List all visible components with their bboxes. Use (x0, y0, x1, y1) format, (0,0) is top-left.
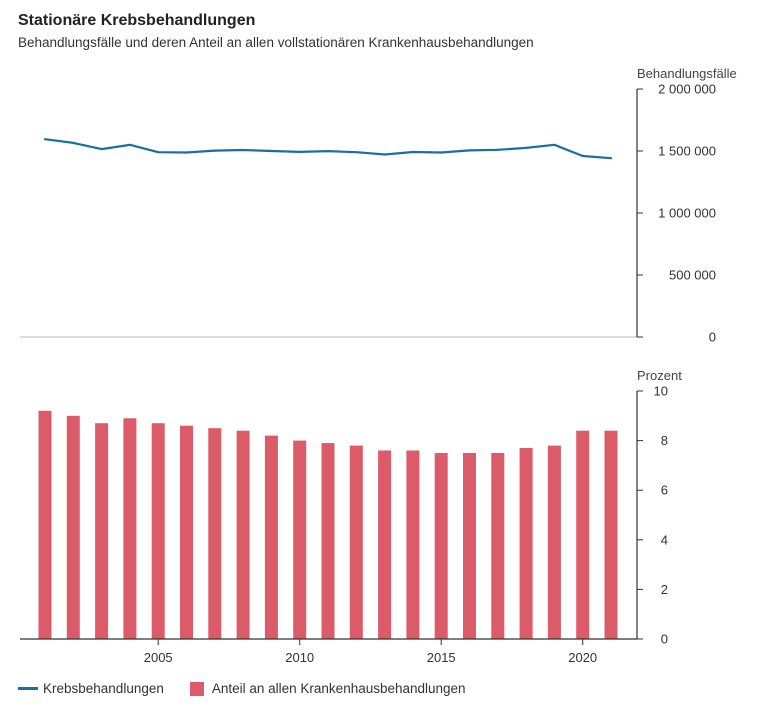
top-y-tick-label: 2 000 000 (658, 82, 716, 97)
x-tick-label: 2015 (427, 650, 456, 665)
bar-2020 (576, 430, 590, 639)
bar-2009 (264, 435, 278, 639)
line-point (43, 138, 47, 141)
top-y-tick-label: 1 500 000 (658, 144, 716, 159)
bottom-y-tick-label: 6 (661, 483, 668, 498)
bar-2008 (236, 430, 250, 639)
bar-2014 (406, 450, 420, 639)
line-point (383, 153, 386, 156)
legend-line-swatch (18, 687, 38, 690)
bottom-y-tick-label: 2 (661, 582, 668, 597)
bar-2001 (38, 410, 52, 639)
line-point (355, 151, 358, 154)
x-tick-label: 2010 (285, 650, 314, 665)
legend-item-bar: Anteil an allen Krankenhausbehandlungen (189, 681, 466, 696)
line-point (213, 149, 216, 152)
legend-line-label: Krebsbehandlungen (43, 681, 164, 696)
top-y-axis-title: Behandlungsfälle (637, 66, 737, 81)
line-point (440, 151, 443, 154)
top-y-tick-label: 0 (709, 330, 716, 345)
legend: Krebsbehandlungen Anteil an allen Kranke… (18, 681, 492, 696)
line-point (468, 149, 471, 152)
chart-title: Stationäre Krebsbehandlungen (18, 12, 256, 29)
bottom-y-tick-label: 0 (661, 632, 668, 647)
chart-subtitle: Behandlungsfälle und deren Anteil an all… (18, 35, 534, 50)
line-point (326, 150, 330, 153)
bottom-y-tick-label: 10 (654, 384, 668, 399)
bottom-y-axis-title: Prozent (637, 368, 682, 383)
legend-bar-label: Anteil an allen Krankenhausbehandlungen (211, 681, 466, 696)
legend-item-line: Krebsbehandlungen (18, 681, 164, 696)
line-point (185, 151, 188, 154)
x-tick-label: 2005 (144, 650, 173, 665)
bar-2019 (547, 445, 561, 639)
x-tick-label: 2020 (568, 650, 597, 665)
line-point (157, 151, 160, 154)
bar-2002 (66, 415, 80, 639)
bar-2012 (349, 445, 363, 639)
line-point (242, 148, 245, 152)
legend-bar-swatch (189, 681, 204, 696)
line-point (496, 148, 499, 151)
bar-2010 (293, 440, 307, 639)
bar-2004 (123, 418, 137, 639)
top-y-tick-label: 500 000 (669, 268, 716, 283)
line-point (609, 157, 613, 160)
line-chart-panel: 0 500 000 1 000 000 1 500 000 2 000 000Behan… (20, 66, 737, 345)
bar-2003 (95, 423, 109, 639)
bar-2011 (321, 443, 335, 639)
top-y-tick-label: 1 000 000 (658, 206, 716, 221)
bar-2013 (378, 450, 392, 639)
line-point (72, 141, 75, 145)
bar-2016 (463, 453, 476, 639)
line-point (411, 150, 414, 154)
line-point (581, 154, 584, 158)
bar-2018 (519, 448, 533, 639)
line-point (553, 143, 556, 146)
line-point (298, 150, 301, 153)
bottom-y-tick-label: 8 (661, 433, 668, 448)
line-point (525, 146, 528, 149)
line-point (100, 148, 103, 151)
bar-2017 (491, 453, 505, 639)
line-point (128, 143, 131, 146)
bar-2006 (180, 425, 193, 639)
bar-2021 (604, 430, 618, 639)
bar-2015 (434, 453, 448, 639)
bar-2005 (151, 423, 165, 639)
line-point (270, 149, 273, 153)
bar-2007 (208, 428, 222, 639)
bottom-y-tick-label: 4 (661, 532, 668, 547)
